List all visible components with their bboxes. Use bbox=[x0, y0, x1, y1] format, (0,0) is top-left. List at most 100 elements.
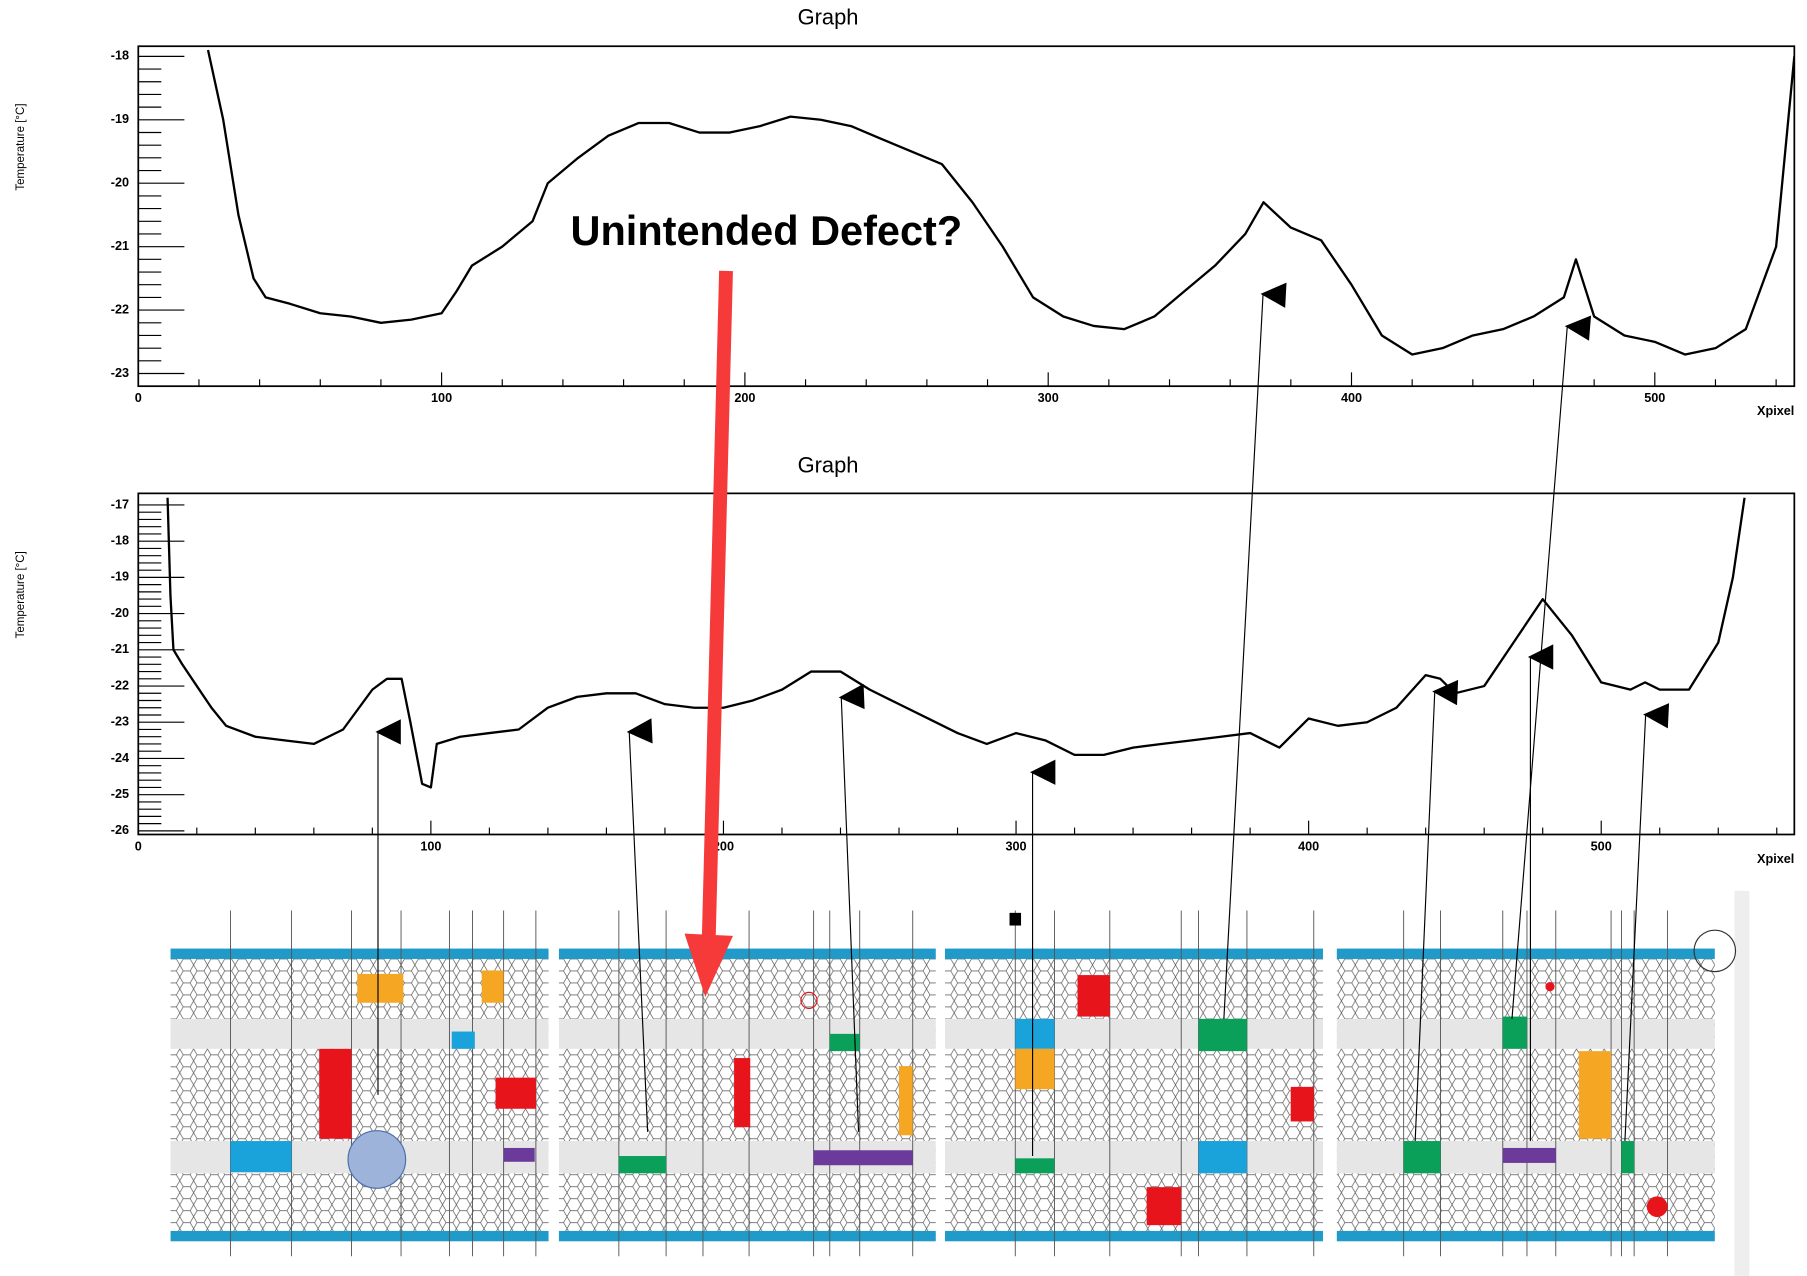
plot-clip bbox=[206, 49, 1795, 356]
y-tick-label: -24 bbox=[111, 751, 129, 765]
y-tick-label: -22 bbox=[111, 302, 129, 316]
defect bbox=[1403, 1141, 1441, 1174]
y-axis-label: Temperature [°C] bbox=[15, 551, 27, 638]
x-tick-label: 400 bbox=[1298, 840, 1319, 854]
defect bbox=[451, 1031, 475, 1049]
defect bbox=[503, 1147, 535, 1162]
defect bbox=[734, 1058, 751, 1128]
defect bbox=[829, 1033, 860, 1052]
plot-clip bbox=[166, 497, 1746, 789]
defect bbox=[1015, 1018, 1055, 1049]
strip bbox=[170, 1018, 549, 1049]
y-tick-label: -25 bbox=[111, 787, 129, 801]
y-tick-label: -23 bbox=[111, 366, 129, 380]
y-tick-label: -17 bbox=[111, 497, 129, 511]
defect bbox=[618, 1156, 667, 1174]
defect bbox=[1198, 1018, 1247, 1052]
defect bbox=[1646, 1196, 1668, 1218]
border bbox=[558, 1230, 936, 1242]
defect bbox=[495, 1077, 536, 1109]
origin-mark bbox=[1693, 929, 1737, 973]
panel bbox=[1336, 956, 1715, 1236]
arrow bbox=[1414, 679, 1459, 1142]
x-tick-label: 400 bbox=[1341, 391, 1362, 405]
annotation: Unintended Defect? bbox=[571, 207, 963, 254]
arrow bbox=[1511, 315, 1592, 1019]
border bbox=[170, 948, 549, 959]
defect bbox=[1015, 1158, 1055, 1174]
x-tick-label: 0 bbox=[135, 840, 142, 854]
strip bbox=[944, 1141, 1323, 1174]
y-tick-label: -20 bbox=[111, 606, 129, 620]
panel bbox=[170, 956, 549, 1236]
defect bbox=[1545, 981, 1555, 992]
arrow bbox=[1223, 282, 1287, 1019]
defect bbox=[1146, 1187, 1182, 1226]
plot-frame bbox=[137, 492, 1796, 836]
defect bbox=[357, 973, 404, 1003]
data-line bbox=[206, 49, 1795, 356]
x-tick-label: 100 bbox=[431, 391, 452, 405]
arrow bbox=[626, 718, 653, 1132]
defect bbox=[1077, 975, 1110, 1017]
y-tick-label: -22 bbox=[111, 678, 129, 692]
x-tick-label: 100 bbox=[420, 840, 441, 854]
defect bbox=[319, 1048, 352, 1139]
defect bbox=[1502, 1016, 1527, 1049]
defect bbox=[1198, 1141, 1247, 1174]
defect bbox=[481, 970, 504, 1003]
defect bbox=[1578, 1051, 1612, 1139]
charts: Graph Temperature [°C] Xpixel -18 -19 -20 -21 -… bbox=[15, 4, 1796, 866]
y-axis-label: Temperature [°C] bbox=[15, 103, 27, 190]
strip bbox=[944, 1018, 1323, 1049]
border bbox=[170, 1230, 549, 1242]
defect bbox=[230, 1141, 292, 1173]
x-tick-label: 300 bbox=[1038, 391, 1059, 405]
y-tick-label: -26 bbox=[111, 823, 129, 837]
borders bbox=[170, 948, 1715, 1242]
defect bbox=[1621, 1141, 1635, 1174]
x-tick-label: 200 bbox=[713, 840, 734, 854]
border bbox=[1336, 948, 1715, 959]
arrows bbox=[375, 282, 1670, 1157]
y-tick-label: -21 bbox=[111, 642, 129, 656]
y-tick-label: -19 bbox=[111, 570, 129, 584]
y-tick-label: -19 bbox=[111, 112, 129, 126]
side-strip bbox=[1734, 890, 1750, 1276]
defect bbox=[347, 1130, 407, 1189]
x-tick-label: 500 bbox=[1644, 391, 1665, 405]
red-arrow bbox=[684, 270, 733, 997]
x-tick-label: 0 bbox=[135, 391, 142, 405]
data-line bbox=[166, 497, 1746, 789]
y-tick-label: -21 bbox=[111, 239, 129, 253]
defects bbox=[230, 912, 1737, 1226]
chart-title: Graph bbox=[798, 4, 859, 29]
panel bbox=[944, 956, 1323, 1236]
defect bbox=[813, 1150, 913, 1166]
arrow bbox=[1624, 703, 1670, 1142]
y-tick-label: -23 bbox=[111, 715, 129, 729]
chart-title: Graph bbox=[798, 453, 859, 478]
defect bbox=[1502, 1147, 1556, 1163]
y-tick-label: -18 bbox=[111, 534, 129, 548]
y-tick-label: -20 bbox=[111, 176, 129, 190]
x-axis-label: Xpixel bbox=[1757, 404, 1794, 418]
panel-diagram bbox=[170, 890, 1750, 1276]
border bbox=[558, 948, 936, 959]
x-tick-label: 500 bbox=[1591, 840, 1612, 854]
border bbox=[1336, 1230, 1715, 1242]
arrow-head bbox=[684, 933, 733, 997]
arrow-shaft bbox=[701, 270, 733, 940]
border bbox=[944, 948, 1323, 959]
defect bbox=[1290, 1086, 1314, 1122]
x-tick-label: 200 bbox=[734, 391, 755, 405]
defect bbox=[1015, 1048, 1055, 1090]
defect bbox=[800, 991, 818, 1010]
border bbox=[944, 1230, 1323, 1242]
arrow bbox=[838, 683, 865, 1132]
strip bbox=[558, 1018, 936, 1049]
plot-frame bbox=[137, 45, 1796, 388]
defect bbox=[898, 1066, 913, 1136]
y-tick-label: -18 bbox=[111, 49, 129, 63]
